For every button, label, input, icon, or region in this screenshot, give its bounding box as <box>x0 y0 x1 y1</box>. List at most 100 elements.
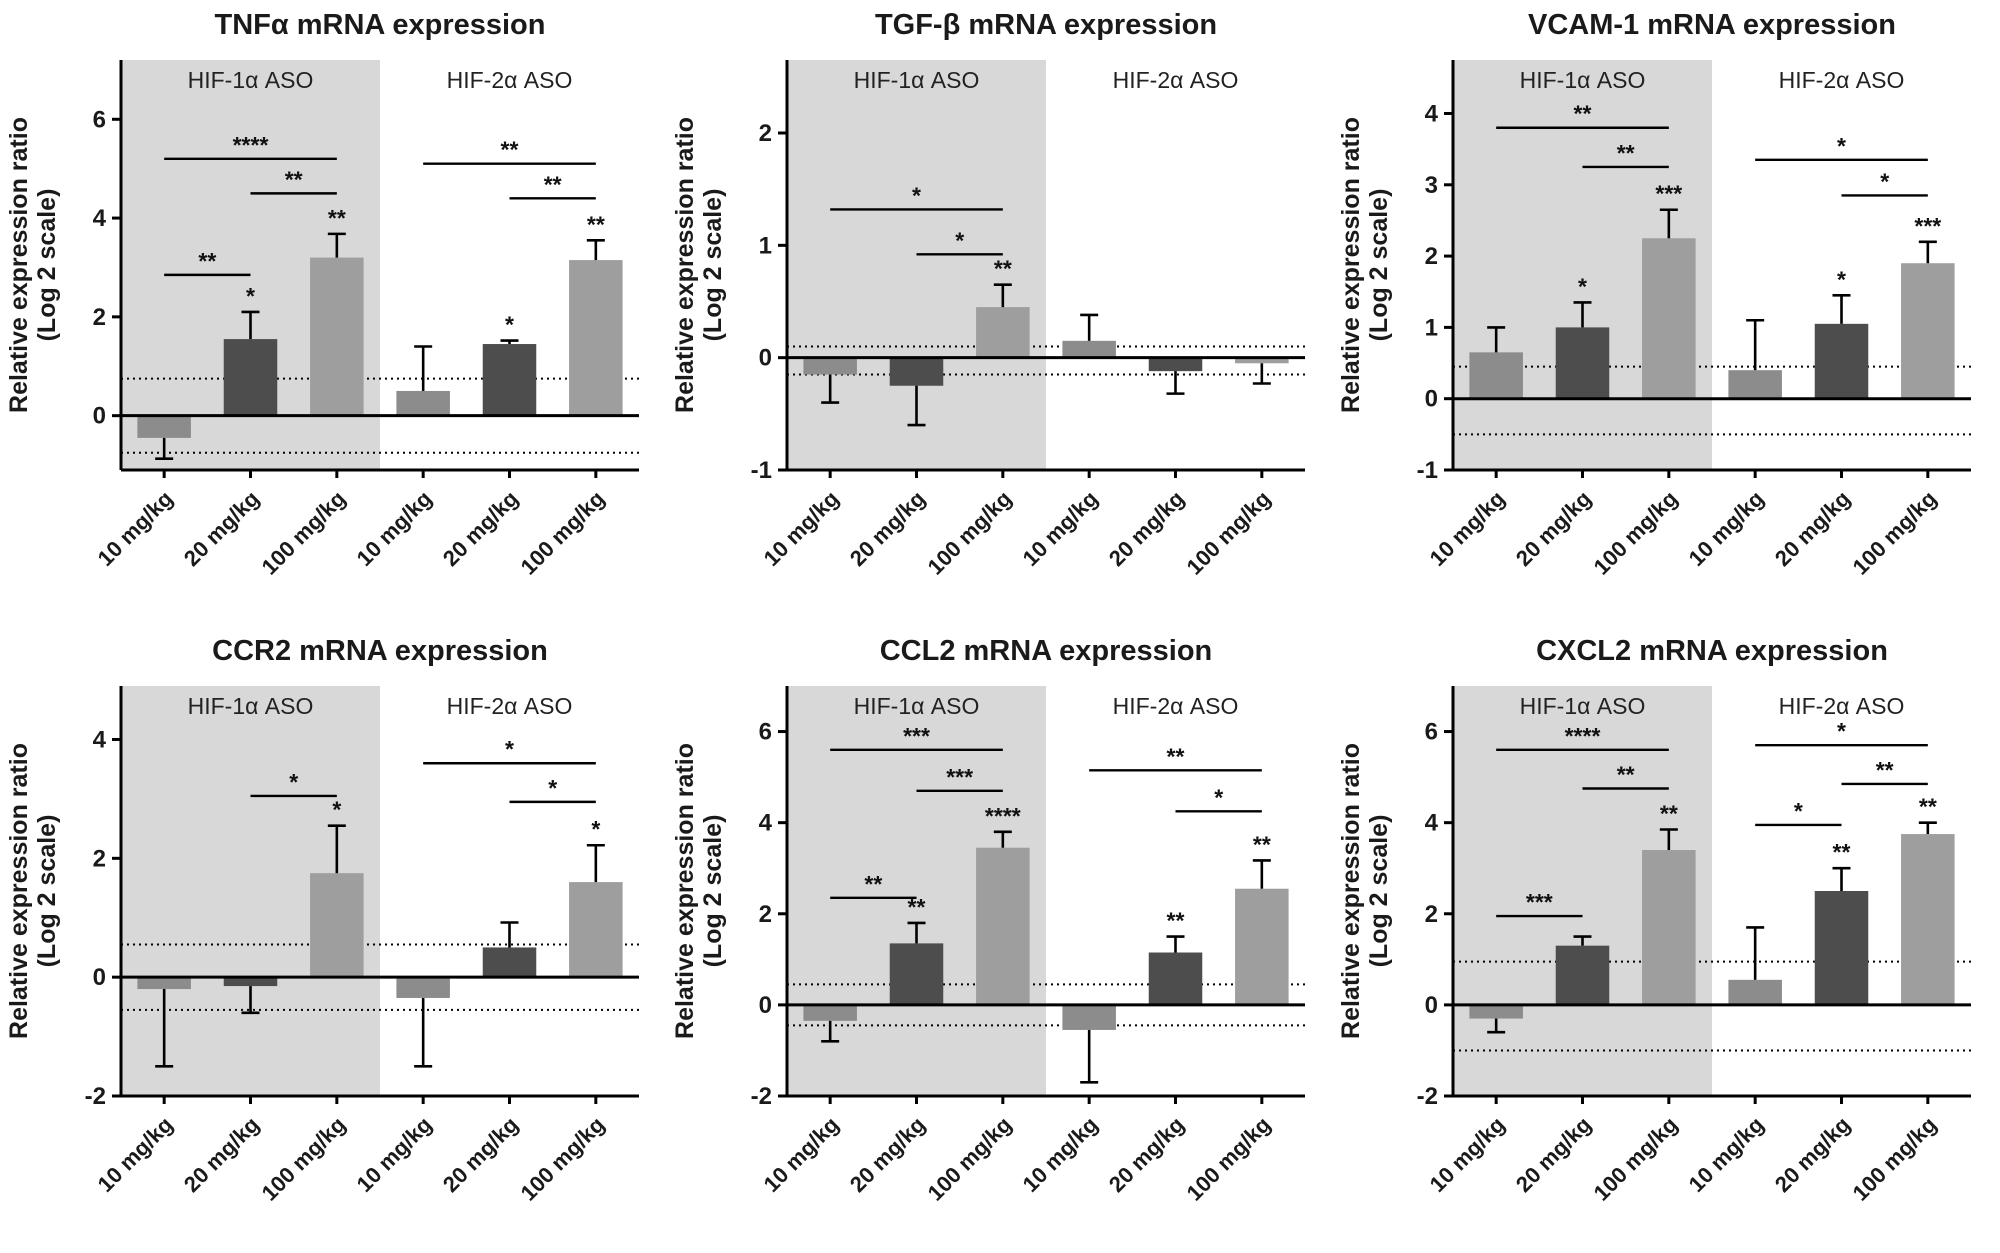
chart-title: CCL2 mRNA expression <box>880 635 1213 667</box>
bar <box>569 260 623 416</box>
x-tick-label: 20 mg/kg <box>1104 486 1189 571</box>
chart-title: TNFα mRNA expression <box>215 9 546 41</box>
significance-bracket-label: ** <box>285 166 303 192</box>
y-tick-label: 6 <box>759 719 772 746</box>
bar <box>1728 979 1782 1005</box>
bar <box>1235 888 1289 1005</box>
y-tick-label: 2 <box>1425 901 1438 928</box>
y-tick-label: 0 <box>759 992 772 1019</box>
bar <box>803 357 857 375</box>
significance-label: * <box>246 283 255 309</box>
chart-panel-cxcl2: ** ** ** -2 0 2 4 6 10 mg/kg 20 mg/kg 100 mg/kg 10 … <box>1335 626 1995 1246</box>
x-tick-label: 20 mg/kg <box>1511 1112 1596 1197</box>
significance-bracket-label: ** <box>544 171 562 197</box>
x-tick-label: 20 mg/kg <box>1770 1112 1855 1197</box>
y-tick-label: 0 <box>93 403 106 430</box>
significance-bracket-label: * <box>955 227 964 253</box>
x-tick-label: 100 mg/kg <box>516 1112 610 1206</box>
group-label: HIF-2α ASO <box>1113 693 1239 719</box>
x-tick-label: 100 mg/kg <box>1589 486 1683 580</box>
y-tick-label: 2 <box>93 304 106 331</box>
significance-bracket-label: ** <box>1574 101 1592 127</box>
significance-bracket-label: * <box>289 769 298 795</box>
y-tick-label: 2 <box>759 901 772 928</box>
bar <box>1555 945 1610 1005</box>
bar <box>1148 952 1203 1005</box>
group-label: HIF-1α ASO <box>854 67 980 93</box>
bar <box>223 339 278 416</box>
y-tick-label: 2 <box>1425 243 1438 270</box>
y-tick-label: 0 <box>1425 386 1438 413</box>
x-tick-label: 20 mg/kg <box>845 486 930 571</box>
bar <box>1469 352 1523 399</box>
significance-label: ** <box>587 211 605 237</box>
bar <box>137 415 191 438</box>
y-axis-label: (Log 2 scale) <box>699 189 727 342</box>
group-label: HIF-2α ASO <box>1113 67 1239 93</box>
group-label: HIF-1α ASO <box>1520 67 1646 93</box>
bar <box>569 882 623 978</box>
y-axis-label: Relative expression ratio <box>5 117 33 413</box>
bar <box>1901 263 1955 399</box>
significance-label: * <box>332 797 341 823</box>
significance-bracket-label: **** <box>233 132 269 158</box>
x-tick-label: 100 mg/kg <box>257 486 351 580</box>
significance-label: * <box>1837 266 1846 292</box>
bar <box>976 847 1030 1005</box>
group-label: HIF-1α ASO <box>1520 693 1646 719</box>
group-label: HIF-1α ASO <box>188 693 314 719</box>
bar <box>1555 327 1610 399</box>
y-tick-label: -1 <box>1417 457 1438 484</box>
y-axis-label: Relative expression ratio <box>1337 117 1365 413</box>
chart-panel-ccr2: * * -2 0 2 4 10 mg/kg 20 mg/kg 100 mg/kg 10 mg/kg… <box>3 626 663 1246</box>
significance-bracket-label: **** <box>1565 723 1601 749</box>
x-tick-label: 20 mg/kg <box>438 1112 523 1197</box>
y-tick-label: 3 <box>1425 172 1438 199</box>
bar <box>310 257 364 416</box>
y-axis-label: Relative expression ratio <box>671 117 699 413</box>
x-tick-label: 10 mg/kg <box>1018 1112 1103 1197</box>
chart-panel-vcam1: * *** * *** -1 0 1 2 3 4 10 mg/kg 20 mg/kg 100 mg/kg… <box>1335 0 1995 620</box>
group-label: HIF-2α ASO <box>447 693 573 719</box>
chart-panel-tgfb: ** -1 0 1 2 10 mg/kg 20 mg/kg 100 mg/kg 10 mg/kg… <box>669 0 1329 620</box>
x-tick-label: 20 mg/kg <box>1511 486 1596 571</box>
x-tick-label: 20 mg/kg <box>845 1112 930 1197</box>
significance-bracket-label: ** <box>1876 757 1894 783</box>
x-tick-label: 100 mg/kg <box>923 1112 1017 1206</box>
significance-bracket-label: *** <box>903 723 930 749</box>
y-tick-label: -2 <box>1417 1083 1438 1110</box>
y-tick-label: 4 <box>759 810 773 837</box>
significance-label: ** <box>908 894 926 920</box>
significance-bracket-label: ** <box>198 248 216 274</box>
significance-bracket-label: ** <box>1617 140 1635 166</box>
y-axis-label: (Log 2 scale) <box>1365 815 1393 968</box>
bar <box>396 977 450 998</box>
y-tick-label: 2 <box>93 845 106 872</box>
x-tick-label: 10 mg/kg <box>93 486 178 571</box>
y-axis-label: (Log 2 scale) <box>33 189 61 342</box>
bar <box>1901 834 1955 1005</box>
bar <box>1814 891 1869 1005</box>
significance-label: * <box>591 816 600 842</box>
bar <box>889 943 944 1005</box>
significance-bracket-label: *** <box>1526 889 1553 915</box>
bar <box>482 344 537 416</box>
significance-label: ** <box>1919 794 1937 820</box>
bar <box>1469 1004 1523 1019</box>
significance-bracket-label: * <box>1214 784 1223 810</box>
significance-label: **** <box>985 803 1021 829</box>
bar <box>1062 340 1116 358</box>
bar <box>889 357 944 386</box>
x-tick-label: 20 mg/kg <box>1770 486 1855 571</box>
significance-bracket-label: *** <box>946 764 973 790</box>
y-tick-label: -1 <box>751 457 772 484</box>
x-tick-label: 10 mg/kg <box>352 1112 437 1197</box>
y-axis-label: Relative expression ratio <box>1337 743 1365 1039</box>
significance-bracket-label: * <box>548 775 557 801</box>
significance-bracket-label: * <box>1794 798 1803 824</box>
y-axis-label: (Log 2 scale) <box>699 815 727 968</box>
significance-label: ** <box>328 205 346 231</box>
significance-bracket-label: * <box>1880 168 1889 194</box>
chart-title: VCAM-1 mRNA expression <box>1528 9 1896 41</box>
